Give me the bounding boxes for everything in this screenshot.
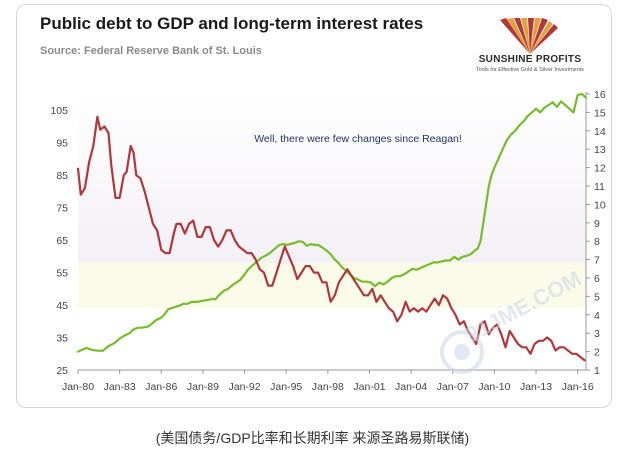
- y-left-tick-label: 25: [56, 365, 68, 377]
- upper-band: [78, 94, 586, 263]
- x-tick-label: Jan-04: [395, 381, 427, 393]
- x-tick-label: Jan-95: [270, 381, 302, 393]
- logo-name: SUNSHINE PROFITS: [478, 54, 582, 65]
- y-right-tick-label: 8: [594, 236, 600, 248]
- x-tick-label: Jan-86: [145, 381, 177, 393]
- y-right-tick-label: 7: [594, 255, 600, 267]
- logo-tagline: Tools for Effective Gold & Silver Invest…: [475, 67, 585, 73]
- y-left-tick-label: 35: [56, 333, 68, 345]
- debt-series-line: [76, 115, 586, 362]
- x-tick-label: Jan-13: [520, 381, 552, 393]
- y-right-tick-label: 6: [594, 273, 600, 285]
- y-right-tick-label: 9: [594, 218, 600, 230]
- x-tick-label: Jan-92: [229, 381, 261, 393]
- y-left-tick-label: 95: [56, 138, 68, 150]
- left-axis: 25 35 45 55 65 75 85 95 105: [50, 105, 68, 377]
- y-right-tick-label: 11: [594, 181, 605, 193]
- x-tick-label: Jan-98: [312, 381, 344, 393]
- x-tick-label: Jan-16: [562, 381, 594, 393]
- watermark: 91JME.COM: [438, 266, 618, 380]
- y-right-tick-label: 1: [594, 365, 600, 377]
- y-right-tick-label: 4: [594, 310, 600, 322]
- y-right-tick-label: 3: [594, 328, 600, 340]
- y-right-tick-label: 10: [594, 199, 606, 211]
- brand-logo: SUNSHINE PROFITS Tools for Effective Gol…: [470, 18, 590, 74]
- sunburst-icon: [500, 18, 558, 54]
- watermark-badge-icon: [440, 330, 484, 374]
- y-right-tick-label: 16: [594, 89, 606, 101]
- y-left-tick-label: 85: [56, 170, 68, 182]
- y-right-tick-label: 5: [594, 291, 600, 303]
- y-right-tick-label: 2: [594, 347, 600, 359]
- figure-caption: (美国债务/GDP比率和长期利率 来源圣路易斯联储): [155, 430, 470, 446]
- y-right-tick-label: 12: [594, 163, 606, 175]
- y-right-tick-label: 14: [594, 126, 606, 138]
- y-left-tick-label: 75: [56, 203, 68, 215]
- x-tick-label: Jan-89: [187, 381, 219, 393]
- chart-series: [76, 92, 588, 362]
- chart-annotation: Well, there were few changes since Reaga…: [254, 133, 462, 145]
- y-left-tick-label: 45: [56, 300, 68, 312]
- x-tick-label: Jan-83: [104, 381, 136, 393]
- y-right-tick-label: 15: [594, 107, 606, 119]
- x-tick-label: Jan-10: [478, 381, 510, 393]
- x-tick-label: Jan-07: [437, 381, 469, 393]
- rates-series-line: [76, 92, 588, 353]
- chart-title: Public debt to GDP and long-term interes…: [40, 14, 424, 33]
- x-axis: Jan-80 Jan-83 Jan-86 Jan-89 Jan-92 Jan-95 Jan-…: [62, 370, 594, 393]
- y-left-tick-label: 105: [50, 105, 68, 117]
- y-left-tick-label: 55: [56, 268, 68, 280]
- x-tick-label: Jan-80: [62, 381, 94, 393]
- chart-source: Source: Federal Reserve Bank of St. Loui…: [40, 45, 262, 57]
- y-left-tick-label: 65: [56, 235, 68, 247]
- x-tick-label: Jan-01: [353, 381, 385, 393]
- y-right-tick-label: 13: [594, 144, 606, 156]
- background-bands: [78, 94, 586, 309]
